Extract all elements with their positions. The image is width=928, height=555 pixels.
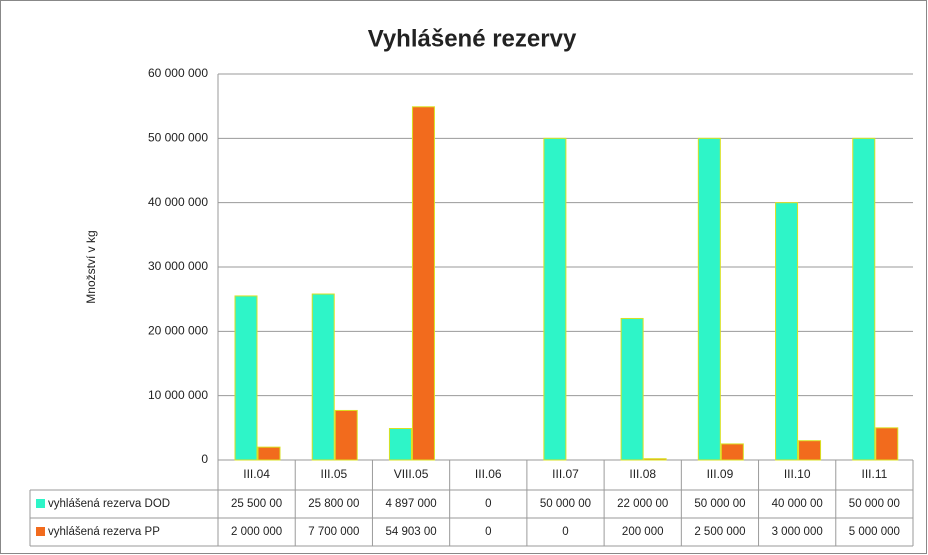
bar [311,293,335,461]
y-tick-label: 50 000 000 [148,131,208,145]
x-tick-label: III.04 [243,467,270,481]
data-table-value: 25 800 00 [308,498,359,510]
y-tick-label: 40 000 000 [148,195,208,209]
data-table-value: 50 000 00 [849,498,900,510]
x-tick-label: III.10 [784,467,811,481]
data-table-value: 0 [485,526,491,538]
bar [257,446,281,461]
bar [543,137,567,461]
bar [775,202,799,461]
data-table-value: 50 000 00 [694,498,745,510]
data-table-value: 0 [485,498,491,510]
data-table-value: 0 [562,526,568,538]
data-table-value: 3 000 000 [772,526,823,538]
bar [875,427,899,461]
bar [697,137,721,461]
legend-label: vyhlášená rezerva DOD [48,498,170,510]
bar [720,443,744,461]
data-table-value: 25 500 00 [231,498,282,510]
data-table-value: 200 000 [622,526,664,538]
x-tick-label: III.09 [707,467,734,481]
legend-label: vyhlášená rezerva PP [48,526,160,538]
bar [798,440,822,461]
data-table-value: 40 000 00 [772,498,823,510]
data-table-value: 4 897 000 [385,498,436,510]
x-tick-label: III.08 [629,467,656,481]
y-tick-label: 60 000 000 [148,66,208,80]
legend-swatch [36,527,45,536]
bar [234,295,258,461]
y-axis-label: Množství v kg [84,230,98,303]
bar [334,409,358,461]
data-table-value: 2 000 000 [231,526,282,538]
bar [852,137,876,461]
bar [643,458,667,461]
y-tick-label: 30 000 000 [148,259,208,273]
x-tick-label: III.07 [552,467,579,481]
y-tick-label: 0 [201,452,208,466]
x-tick-label: III.05 [320,467,347,481]
y-tick-label: 20 000 000 [148,324,208,338]
data-table-value: 50 000 00 [540,498,591,510]
bar [620,317,644,461]
chart-title: Vyhlášené rezervy [368,25,577,52]
bar [388,427,412,461]
data-table-value: 22 000 00 [617,498,668,510]
x-tick-label: III.06 [475,467,502,481]
data-table-value: 7 700 000 [308,526,359,538]
x-tick-label: III.11 [861,467,887,481]
data-table-value: 2 500 000 [694,526,745,538]
data-table-value: 5 000 000 [849,526,900,538]
y-tick-label: 10 000 000 [148,388,208,402]
legend-swatch [36,499,45,508]
data-table-value: 54 903 00 [385,526,436,538]
bar [411,106,435,461]
x-tick-label: VIII.05 [394,467,429,481]
